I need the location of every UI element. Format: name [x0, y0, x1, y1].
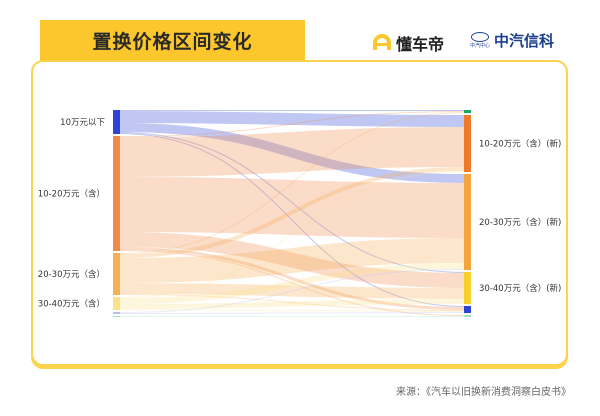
- sankey-node-R1: [464, 115, 471, 172]
- sankey-link-L1-R3: [119, 132, 465, 273]
- sankey-link-L4-R2: [119, 263, 465, 304]
- sankey-link-L3-R0: [119, 112, 465, 254]
- sankey-link-L2-R4: [119, 247, 465, 310]
- sankey-link-L4-R4: [119, 309, 465, 312]
- node-label: 20-30万元（含）: [38, 269, 105, 280]
- dongchedi-logo: 懂车帝: [372, 31, 444, 55]
- sankey-node-L4: [113, 297, 120, 310]
- sankey-link-L1-R1: [119, 111, 465, 127]
- node-label: 10-20万元（含）(新): [479, 139, 561, 150]
- sankey-link-L3-R1: [119, 167, 465, 258]
- sankey-node-L6: [113, 316, 120, 317]
- sankey-node-R4: [464, 306, 471, 313]
- links: [119, 109, 465, 318]
- dongchedi-icon: [373, 34, 391, 50]
- sankey-link-L2-R2: [119, 177, 465, 238]
- source-note: 来源：《汽车以旧换新消费洞察白皮书》: [396, 387, 571, 398]
- sankey-link-L2-R5: [119, 250, 465, 316]
- sankey-node-L5: [113, 312, 120, 314]
- sankey-link-L1-R2: [119, 123, 465, 183]
- sankey-link-L4-R1: [119, 171, 465, 298]
- node-label: 10-20万元（含）: [38, 189, 105, 200]
- sankey-link-L2-R1: [119, 127, 465, 177]
- node-label: 30-40万元（含）(新): [479, 283, 561, 294]
- zhongqi-icon: 中汽中心: [470, 32, 490, 49]
- sankey-link-L5-R4: [119, 312, 465, 314]
- sankey-node-L1: [113, 110, 120, 134]
- sankey-link-L5-R2: [119, 269, 465, 313]
- dongchedi-name: 懂车帝: [396, 35, 445, 54]
- zhongqi-logo: 中汽中心 中汽信科: [470, 30, 554, 51]
- zhongqi-name: 中汽信科: [494, 32, 555, 50]
- sankey-node-R5: [464, 315, 471, 317]
- chart-card: [31, 60, 568, 366]
- sankey-node-R2: [464, 174, 471, 270]
- sankey-link-L3-R4: [119, 294, 465, 311]
- sankey-link-L3-R3: [119, 283, 465, 299]
- sankey-link-L2-R0: [119, 111, 465, 137]
- node-label: 20-30万元（含）(新): [479, 217, 561, 228]
- sankey-node-R0: [464, 110, 471, 113]
- sankey-node-R3: [464, 272, 471, 304]
- sankey-link-L4-R3: [119, 299, 465, 309]
- sankey-link-L2-R3: [119, 232, 465, 288]
- sankey-link-L1-R4: [119, 133, 465, 307]
- sankey-node-L3: [113, 253, 120, 295]
- node-label: 30-40万元（含）: [38, 299, 105, 310]
- sankey-link-L3-R2: [119, 238, 465, 283]
- page-title: 置换价格区间变化: [40, 20, 305, 61]
- node-label: 10万元以下: [60, 118, 105, 128]
- sankey-node-L2: [113, 136, 120, 251]
